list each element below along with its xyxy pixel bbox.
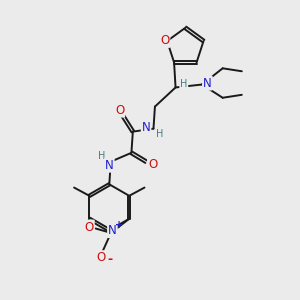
Text: O: O [148, 158, 157, 171]
Text: N: N [203, 76, 212, 89]
Text: N: N [142, 121, 151, 134]
Text: N: N [105, 159, 114, 172]
Text: +: + [115, 220, 123, 230]
Text: H: H [98, 152, 106, 161]
Text: H: H [156, 129, 164, 139]
Text: O: O [115, 103, 124, 117]
Text: O: O [97, 251, 106, 264]
Text: H: H [180, 79, 188, 89]
Text: O: O [160, 34, 170, 47]
Text: O: O [85, 220, 94, 233]
Text: N: N [108, 224, 117, 237]
Text: -: - [107, 253, 112, 266]
